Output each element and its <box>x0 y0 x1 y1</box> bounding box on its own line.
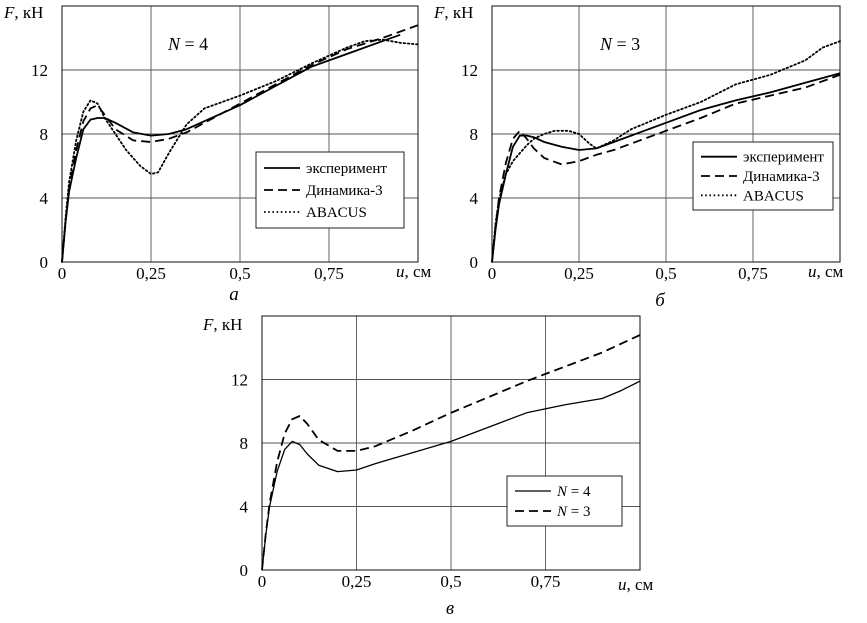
panel-c-legend-box <box>506 475 623 527</box>
panel-b-xtick-label: 0 <box>488 264 497 283</box>
panel-b-xtick-label: 0,5 <box>655 264 676 283</box>
panel-a-legend-label-1: Динамика-3 <box>306 183 383 199</box>
panel-c: 0 0,25 0,5 0,75 0 4 8 12 F, кН u, см N = 4 N = 3 в <box>202 315 654 619</box>
panel-a-xtick-label: 0,25 <box>136 264 166 283</box>
panel-c-series-1-line <box>261 334 641 571</box>
panel-a: 0 0,25 0,5 0,75 0 4 8 12 F, кН u, см N = 4 эксперим… <box>3 3 432 305</box>
panel-b-caption: б <box>655 290 666 311</box>
panel-b-ytick-label: 8 <box>470 125 479 144</box>
panel-c-caption: в <box>446 598 454 618</box>
panel-a-x-axis-label: u, см <box>396 262 432 281</box>
panel-a-caption: а <box>229 284 239 305</box>
panel-a-ytick-label: 12 <box>31 61 48 80</box>
panel-c-xtick-label: 0,75 <box>531 572 561 591</box>
panel-c-ytick-label: 0 <box>240 561 249 580</box>
panel-c-series-0-line <box>261 380 641 571</box>
panel-c-xtick-label: 0 <box>258 572 267 591</box>
panel-b-series-0-line <box>491 72 841 263</box>
panel-b-annotation: N = 3 <box>599 34 640 54</box>
panel-a-y-axis-label: F, кН <box>3 3 43 22</box>
panel-b-legend-label-0: эксперимент <box>743 150 824 166</box>
panel-a-ytick-label: 0 <box>40 253 49 272</box>
panel-c-ytick-label: 4 <box>240 498 249 517</box>
panel-a-plot-frame <box>61 5 419 263</box>
panel-b-plot-frame <box>491 5 841 263</box>
panel-b-ytick-label: 0 <box>470 253 479 272</box>
panel-b: 0 0,25 0,5 0,75 0 4 8 12 F, кН u, см N = 3 эксперим… <box>433 3 844 311</box>
panel-c-legend-label-1: N = 3 <box>556 504 590 520</box>
panel-b-ytick-label: 4 <box>470 189 479 208</box>
panel-a-legend-box <box>255 151 405 229</box>
panel-c-legend-label-0: N = 4 <box>556 484 591 500</box>
panel-c-y-axis-label: F, кН <box>202 315 242 334</box>
panel-b-x-axis-label: u, см <box>808 262 844 281</box>
panel-c-ytick-label: 12 <box>231 371 248 390</box>
panel-c-xtick-label: 0,5 <box>440 572 461 591</box>
panel-a-annotation: N = 4 <box>167 34 208 54</box>
panel-c-legend: N = 4 N = 3 <box>506 475 623 527</box>
panel-a-xtick-label: 0,75 <box>314 264 344 283</box>
panel-b-legend-label-2: ABACUS <box>743 188 804 204</box>
panel-a-xtick-label: 0,5 <box>229 264 250 283</box>
panel-b-series-1-line <box>491 73 841 263</box>
panel-a-xtick-label: 0 <box>58 264 67 283</box>
panel-b-xtick-label: 0,25 <box>564 264 594 283</box>
panel-a-series-0-line <box>61 33 401 263</box>
panel-a-series-1-line <box>61 24 419 263</box>
panel-c-xtick-label: 0,25 <box>342 572 372 591</box>
panel-c-ytick-label: 8 <box>240 434 249 453</box>
panel-b-ytick-label: 12 <box>461 61 478 80</box>
panel-a-series-2-line <box>61 38 419 263</box>
panel-a-legend: эксперимент Динамика-3 ABACUS <box>255 151 405 229</box>
panel-a-legend-label-0: эксперимент <box>306 161 387 177</box>
panel-b-legend-label-1: Динамика-3 <box>743 169 820 185</box>
panel-b-legend: эксперимент Динамика-3 ABACUS <box>692 141 834 211</box>
panel-a-legend-label-2: ABACUS <box>306 205 367 221</box>
panel-a-ytick-label: 8 <box>40 125 49 144</box>
panel-a-ytick-label: 4 <box>40 189 49 208</box>
panel-b-series-2-line <box>491 40 841 263</box>
panel-c-x-axis-label: u, см <box>618 575 654 594</box>
panel-b-xtick-label: 0,75 <box>738 264 768 283</box>
panel-b-y-axis-label: F, кН <box>433 3 473 22</box>
panel-c-plot-frame <box>261 315 641 571</box>
